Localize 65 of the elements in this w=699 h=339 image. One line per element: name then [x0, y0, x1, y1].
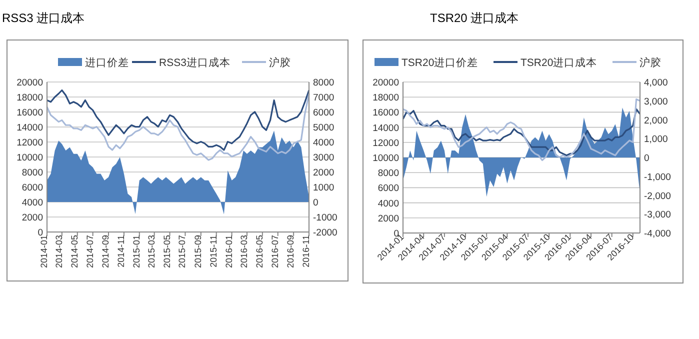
y-tick-label: 8000: [22, 168, 43, 178]
y2-tick-label: 0: [644, 153, 650, 164]
x-tick-label: 2016-09: [286, 235, 296, 268]
legend-label: RSS3进口成本: [159, 56, 230, 69]
x-tick-label: 2014-09: [100, 235, 111, 268]
y2-tick-label: 1000: [313, 182, 334, 194]
chart-title: RSS3 进口成本: [2, 11, 85, 25]
x-tick-label: 2016-05: [254, 235, 264, 268]
y2-tick-label: -1,000: [644, 172, 671, 183]
legend-label: 沪胶: [640, 56, 662, 69]
y2-tick-label: 7000: [313, 92, 334, 104]
y2-tick-label: 4,000: [644, 78, 668, 88]
y-tick-label: 2000: [22, 212, 43, 224]
y-tick-label: 12000: [372, 138, 399, 149]
x-tick-label: 2015-11: [208, 235, 218, 268]
x-tick-label: 2014-03: [54, 235, 64, 268]
x-tick-label: 2016-01: [224, 235, 234, 268]
y2-tick-label: 3000: [313, 152, 334, 164]
legend-label: TSR20进口成本: [520, 56, 598, 69]
y2-tick-label: 6000: [313, 108, 334, 118]
y-tick-label: 18000: [372, 92, 399, 104]
x-tick-label: 2015-01: [131, 235, 142, 268]
x-tick-label: 2016-11: [301, 235, 311, 268]
y-tick-label: 8000: [378, 168, 399, 180]
legend-label: 沪胶: [269, 56, 291, 69]
x-tick-label: 2015-09: [192, 235, 203, 268]
x-tick-label: 2014-05: [69, 235, 80, 268]
y-tick-label: 14000: [372, 122, 399, 134]
x-tick-label: 2014-11: [116, 235, 126, 268]
y2-tick-label: 2000: [313, 168, 334, 178]
x-tick-label: 2016-07: [270, 235, 280, 268]
y2-tick-label: 8000: [313, 78, 334, 88]
y2-tick-label: 1,000: [644, 134, 668, 146]
y2-tick-label: -2,000: [644, 190, 671, 202]
x-tick-label: 2015-05: [162, 235, 172, 268]
legend-label: 进口价差: [85, 56, 129, 69]
y2-tick-label: 0: [313, 198, 318, 208]
y-tick-label: 4000: [378, 198, 399, 210]
y2-tick-label: -4,000: [644, 228, 671, 240]
y-tick-label: 20000: [372, 78, 399, 88]
y2-tick-label: 5000: [313, 122, 334, 134]
y2-tick-label: 3,000: [644, 96, 668, 108]
y-tick-label: 2000: [378, 213, 399, 224]
x-tick-label: 2016-03: [238, 235, 249, 268]
y2-tick-label: -2000: [313, 228, 338, 238]
y-tick-label: 16000: [372, 108, 399, 119]
x-tick-label: 2015-07: [177, 235, 188, 268]
y2-tick-label: -3,000: [644, 210, 671, 221]
y-tick-label: 14000: [16, 122, 43, 134]
y2-tick-label: -1000: [313, 212, 338, 224]
y-tick-label: 6000: [22, 182, 43, 194]
y-tick-label: 10000: [372, 153, 399, 164]
y-tick-label: 16000: [16, 108, 43, 118]
y-tick-label: 4000: [22, 198, 43, 208]
legend-label: TSR20进口价差: [402, 56, 478, 69]
y2-tick-label: 2,000: [644, 115, 668, 126]
x-tick-label: 2014-07: [84, 235, 95, 268]
chart-title: TSR20 进口成本: [430, 11, 519, 25]
y-tick-label: 12000: [16, 138, 43, 148]
y-tick-label: 18000: [16, 92, 43, 104]
y2-tick-label: 4000: [313, 138, 334, 148]
y-tick-label: 20000: [16, 78, 43, 88]
y-tick-label: 10000: [16, 152, 43, 164]
y-tick-label: 6000: [378, 183, 399, 194]
x-tick-label: 2015-03: [146, 235, 156, 268]
